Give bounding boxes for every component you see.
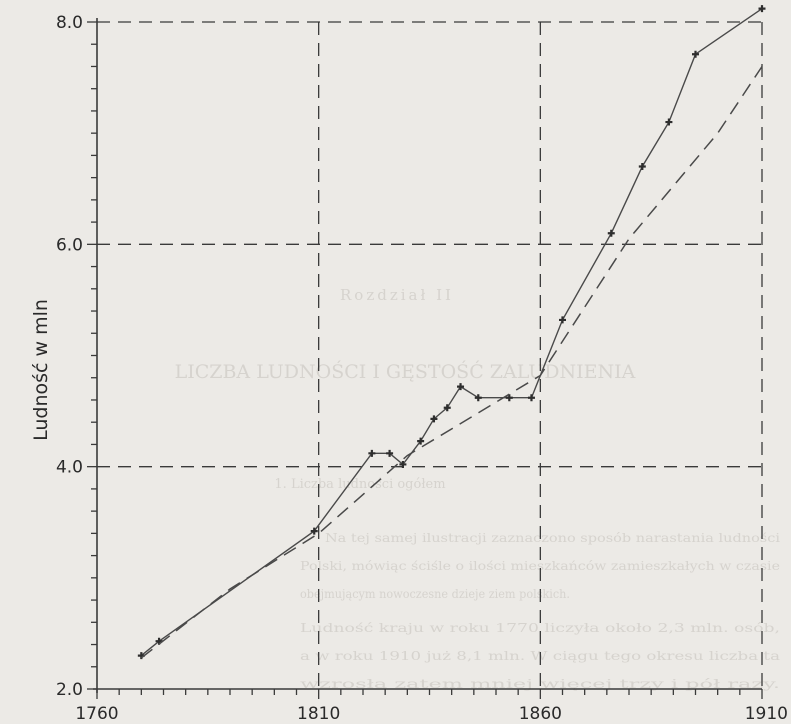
y-tick-label-2: 6.0 [56, 235, 83, 255]
data-point-marker [638, 163, 646, 171]
data-point-marker [457, 383, 465, 391]
data-point-marker [368, 449, 376, 457]
grid-layer [97, 21, 763, 689]
data-point-marker [559, 316, 566, 324]
data-point-marker [665, 118, 673, 126]
bg-heading: Rozdział II [340, 286, 454, 304]
data-point-marker [386, 449, 394, 457]
x-tick-label-1: 1810 [297, 704, 340, 724]
bg-line-4: Ludność kraju w roku 1770 liczyła około … [300, 621, 780, 635]
bg-section: 1. Liczba ludności ogółem [274, 477, 445, 492]
y-tick-label-0: 2.0 [56, 680, 83, 700]
data-point-marker [310, 527, 318, 535]
data-point-marker [417, 437, 425, 445]
data-point-marker [607, 229, 615, 237]
bg-line-2: Polski, mówiąc ściśle o ilości mieszkańc… [300, 559, 780, 573]
data-point-marker [474, 394, 482, 402]
y-tick-label-1: 4.0 [56, 458, 83, 478]
series-layer [137, 5, 766, 660]
bg-line-1: Na tej samej ilustracji zaznaczono sposó… [325, 531, 780, 545]
x-tick-label-0: 1760 [75, 704, 118, 724]
data-point-marker [443, 404, 451, 412]
x-tick-label-2: 1860 [519, 704, 562, 724]
x-tick-label-3: 1910 [745, 704, 788, 724]
bg-line-3: obejmującym nowoczesne dzieje ziem polsk… [300, 587, 570, 601]
data-point-marker [692, 50, 699, 58]
axis-layer [87, 18, 763, 699]
bg-chapter-title: LICZBA LUDNOŚCI I GĘSTOŚĆ ZALUDNIENIA [175, 360, 636, 383]
data-point-marker [527, 394, 535, 402]
background-page-text: Rozdział II LICZBA LUDNOŚCI I GĘSTOŚĆ ZA… [175, 286, 781, 691]
data-point-marker [430, 415, 438, 423]
label-layer: 2.0 4.0 6.0 8.0 1760 1810 1860 1910 [56, 13, 788, 724]
y-tick-label-3: 8.0 [56, 13, 83, 33]
data-point-marker [758, 5, 766, 13]
data-point-marker [399, 460, 407, 468]
y-axis-title: Ludność w mln [30, 299, 52, 441]
data-point-marker [505, 394, 513, 402]
